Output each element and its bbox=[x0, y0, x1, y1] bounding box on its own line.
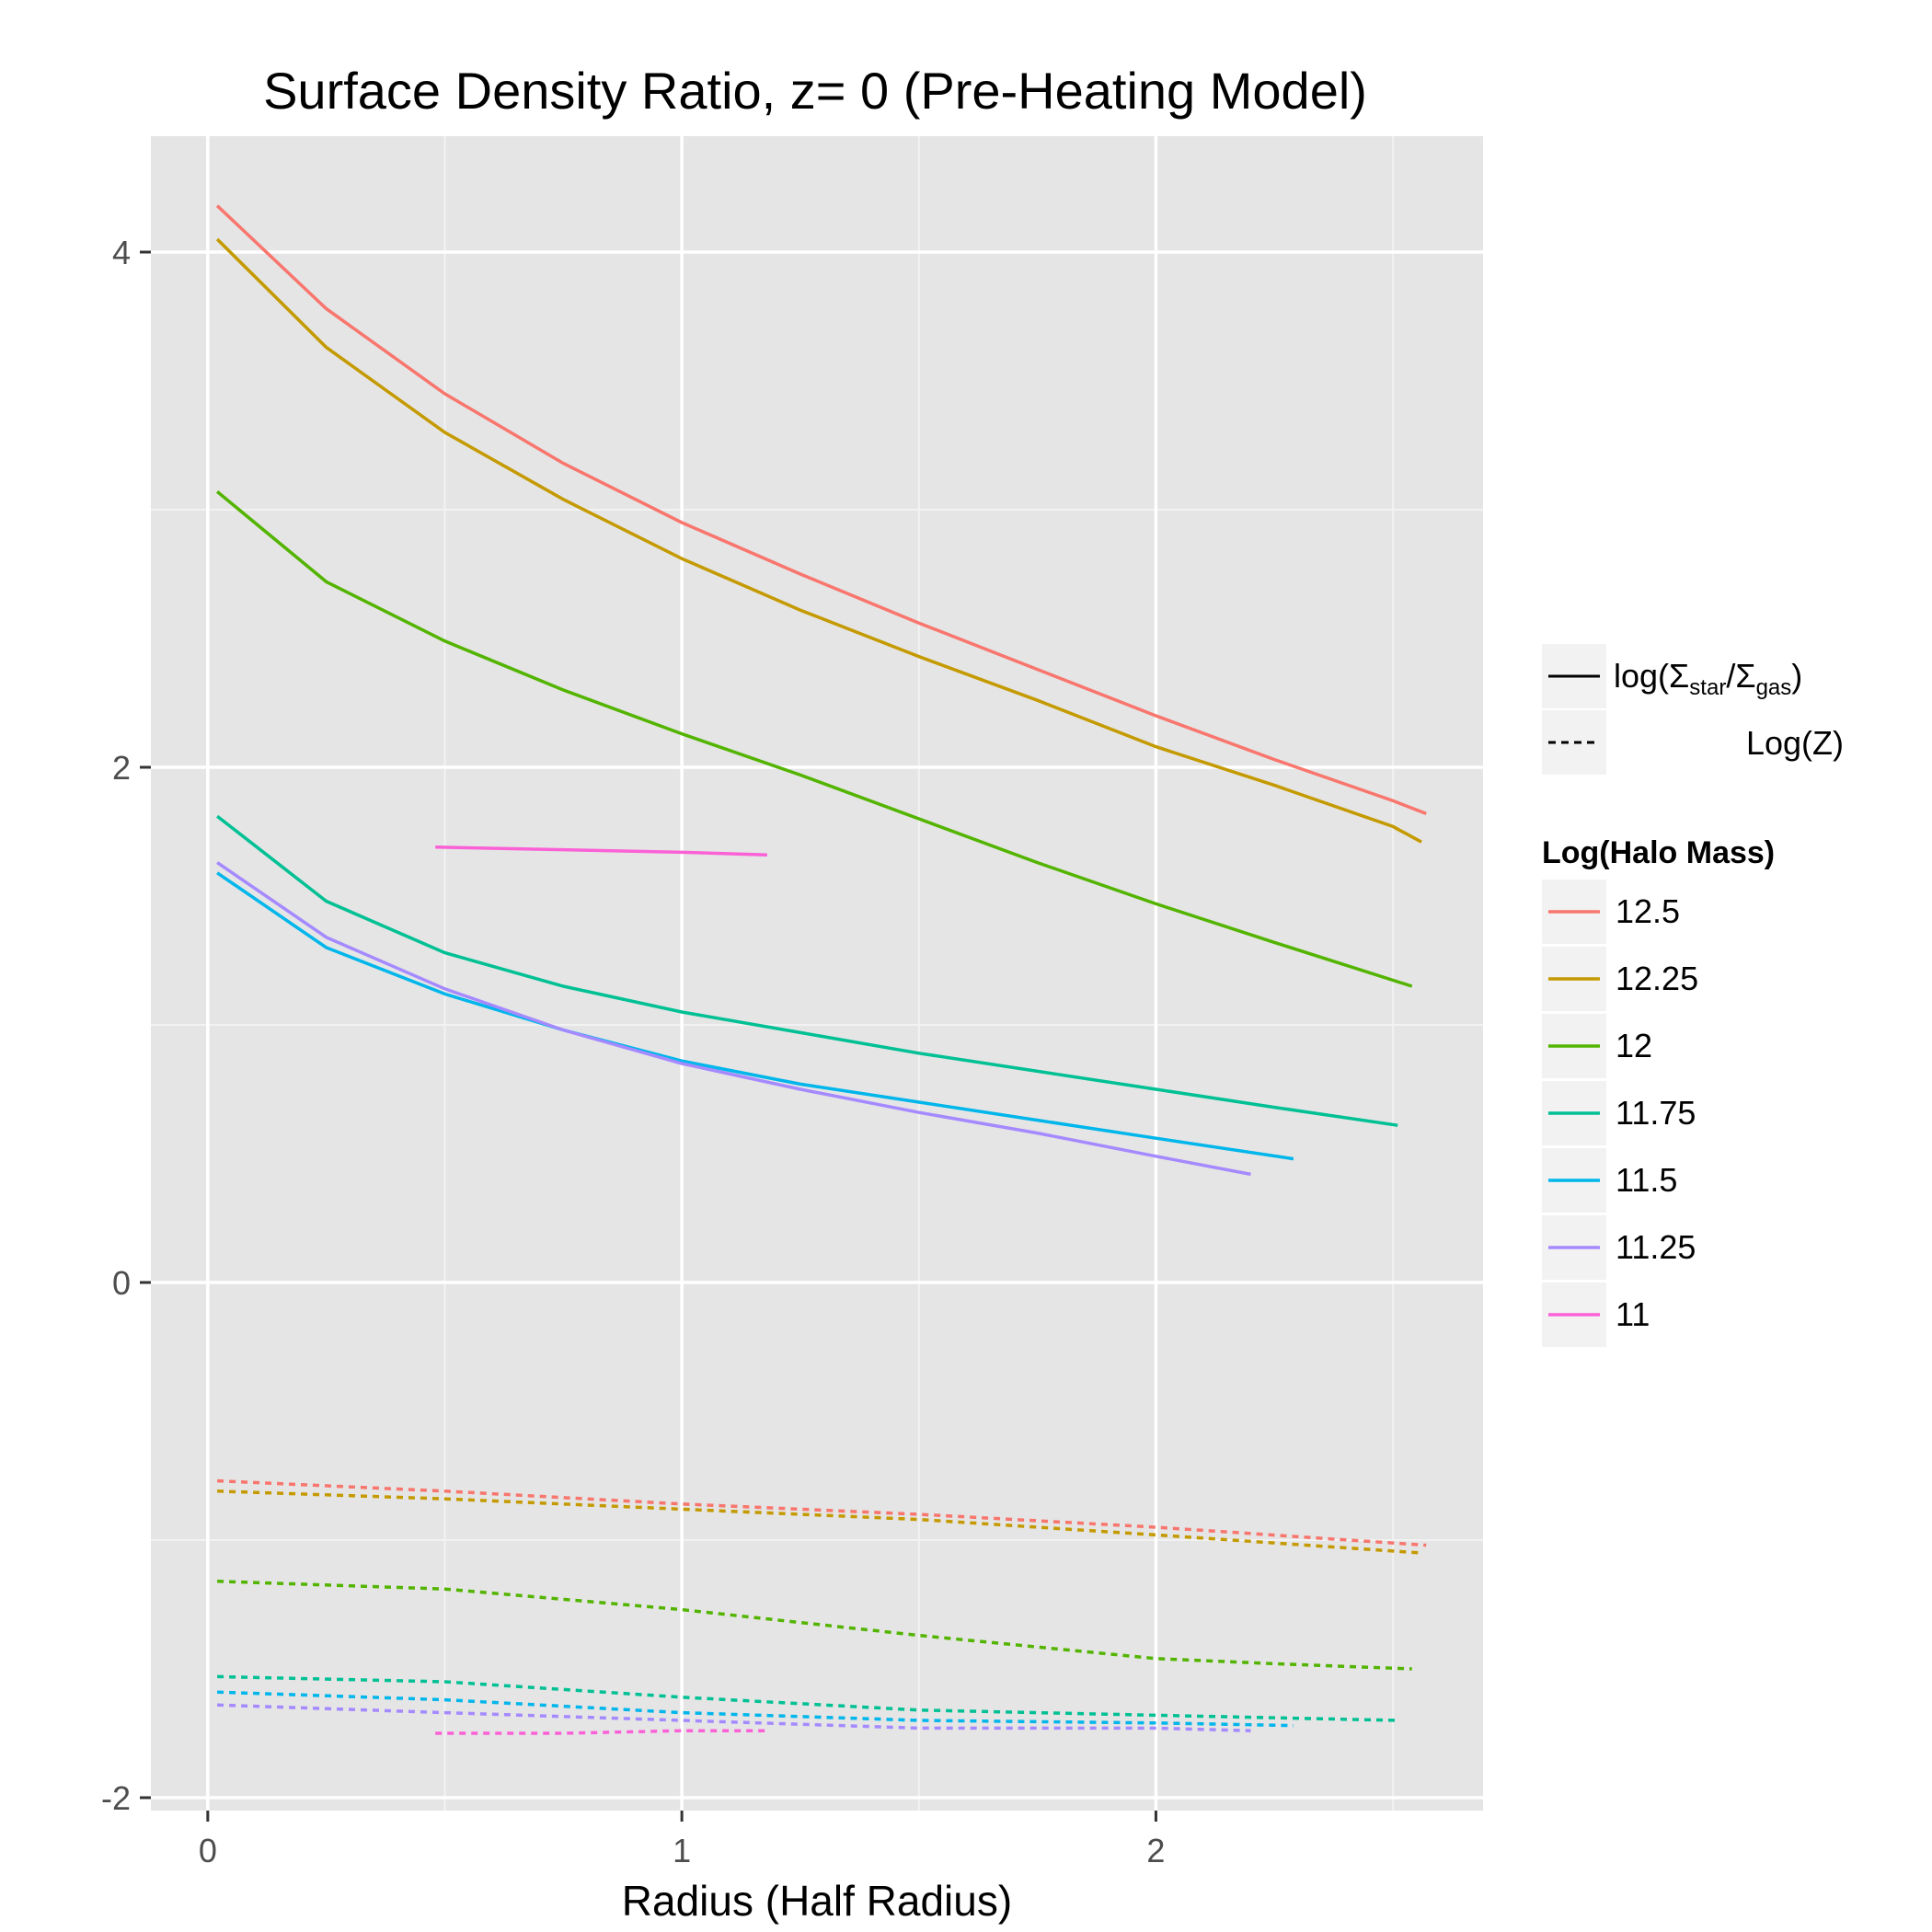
chart-title: Surface Density Ratio, z= 0 (Pre-Heating… bbox=[263, 62, 1367, 120]
linetype-legend: log(Σstar/Σgas) Log(Z) bbox=[1542, 644, 1844, 775]
x-tick-label: 0 bbox=[199, 1832, 217, 1869]
legend-label-11.25: 11.25 bbox=[1616, 1228, 1696, 1266]
legend-label-solid-part-3: gas bbox=[1756, 675, 1792, 700]
color-legend: 12.5 12.25 12 11.75 11.5 11.25 11 bbox=[1542, 880, 1698, 1347]
legend-label-solid-part-2: /Σ bbox=[1726, 657, 1755, 695]
color-legend-title: Log(Halo Mass) bbox=[1542, 835, 1775, 870]
series-12-logz-line bbox=[217, 1580, 1412, 1671]
legend-label-11.75: 11.75 bbox=[1616, 1094, 1696, 1132]
y-tick-label: 2 bbox=[112, 749, 131, 787]
y-tick-label: -2 bbox=[101, 1779, 131, 1817]
series-12-ratio-line bbox=[215, 490, 1413, 988]
legend-label-solid-part-1: star bbox=[1689, 675, 1726, 700]
series-lines bbox=[215, 204, 1427, 1735]
series-11.5-logz-line bbox=[217, 1690, 1294, 1728]
legend-label-solid: log(Σstar/Σgas) bbox=[1614, 657, 1802, 700]
legend-label-dashed: Log(Z) bbox=[1746, 724, 1844, 762]
axes: 0 1 2 -2 0 2 4 bbox=[101, 234, 1165, 1869]
legend-label-12.25: 12.25 bbox=[1616, 960, 1698, 997]
minor-gridlines bbox=[151, 136, 1483, 1811]
legend-label-12.5: 12.5 bbox=[1616, 892, 1680, 930]
plot-panel bbox=[151, 136, 1483, 1811]
major-gridlines bbox=[151, 136, 1483, 1811]
series-11.75-ratio-line bbox=[216, 814, 1398, 1127]
legend-label-solid-part-0: log(Σ bbox=[1614, 657, 1689, 695]
legend-label-12: 12 bbox=[1616, 1027, 1652, 1064]
series-11.25-ratio-line bbox=[216, 861, 1251, 1177]
series-12.25-logz-line bbox=[217, 1489, 1422, 1555]
series-12.5-ratio-line bbox=[215, 204, 1427, 816]
legend-label-11: 11 bbox=[1616, 1295, 1650, 1333]
x-axis-title: Radius (Half Radius) bbox=[622, 1877, 1012, 1925]
y-tick-label: 4 bbox=[112, 234, 131, 271]
legend-label-11.5: 11.5 bbox=[1616, 1161, 1677, 1199]
legend: log(Σstar/Σgas) Log(Z) Log(Halo Mass) 12… bbox=[1542, 644, 1844, 1347]
y-tick-label: 0 bbox=[112, 1264, 131, 1302]
series-11.5-ratio-line bbox=[216, 871, 1294, 1161]
series-12.5-logz-line bbox=[217, 1478, 1427, 1547]
x-tick-label: 2 bbox=[1146, 1832, 1165, 1869]
series-11-ratio-line bbox=[435, 845, 767, 857]
legend-label-solid-part-4: ) bbox=[1791, 657, 1802, 695]
series-12.25-ratio-line bbox=[215, 237, 1422, 844]
series-11-logz-line bbox=[435, 1729, 767, 1735]
x-tick-label: 1 bbox=[673, 1832, 691, 1869]
